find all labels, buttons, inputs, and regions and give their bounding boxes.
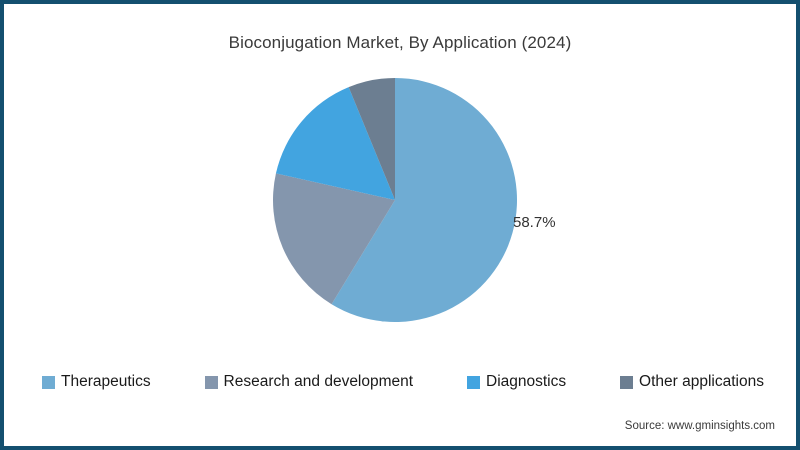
legend-label: Therapeutics (61, 373, 151, 390)
legend-item-therapeutics: Therapeutics (42, 373, 151, 391)
pie-value-label: 58.7% (513, 214, 556, 231)
source-text: Source: www.gminsights.com (624, 420, 775, 432)
legend-label: Research and development (223, 373, 414, 390)
pie-slice-3 (348, 78, 395, 200)
legend-label: Other applications (639, 373, 764, 390)
legend-item-diagnostics: Diagnostics (467, 373, 566, 391)
legend-item-other-applications: Other applications (620, 373, 764, 391)
legend-swatch-icon (467, 375, 480, 389)
legend-label: Diagnostics (486, 373, 567, 390)
chart-legend: Therapeutics Research and development Di… (4, 373, 796, 391)
pie-chart (273, 78, 517, 322)
pie-slice-2 (275, 87, 395, 200)
pie-slice-1 (273, 173, 395, 305)
legend-swatch-icon (204, 375, 218, 389)
chart-title: Bioconjugation Market, By Application (2… (228, 33, 572, 52)
pie-slice-0 (331, 78, 517, 322)
legend-item-research-and-development: Research and development (204, 373, 414, 391)
legend-swatch-icon (42, 375, 55, 389)
legend-swatch-icon (620, 375, 634, 389)
